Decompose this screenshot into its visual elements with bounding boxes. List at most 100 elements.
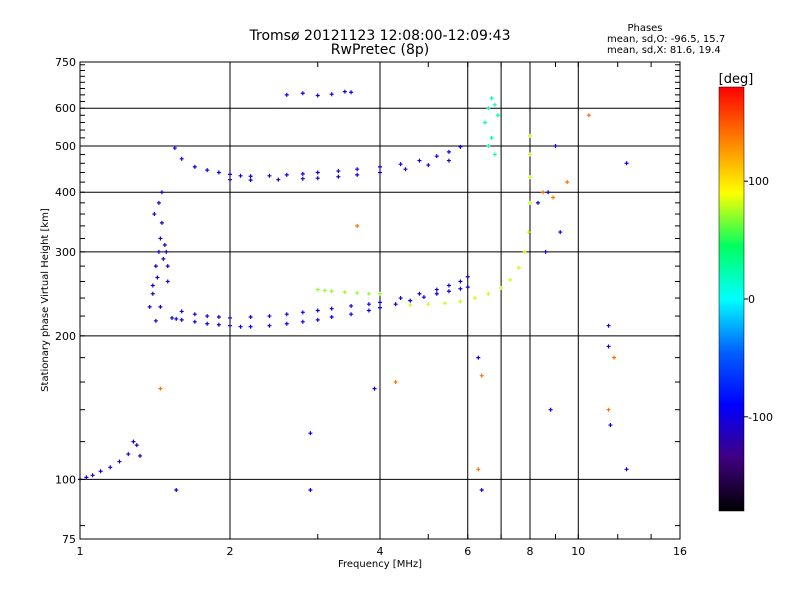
data-point-s4-10 bbox=[161, 256, 166, 261]
data-point-s7-3 bbox=[492, 102, 497, 107]
data-point-s1-9 bbox=[315, 308, 320, 313]
data-point-s7-7 bbox=[492, 152, 497, 157]
data-point-s4-7 bbox=[165, 264, 170, 269]
data-point-s9-14 bbox=[553, 143, 558, 148]
data-point-s8-8 bbox=[134, 443, 139, 448]
data-point-s4-12 bbox=[152, 212, 157, 217]
data-point-s0-20 bbox=[434, 291, 439, 296]
data-point-s4-2 bbox=[153, 264, 158, 269]
data-point-s5-8 bbox=[516, 265, 521, 270]
stats-x-line: mean, sd,X: 81.6, 19.4 bbox=[607, 45, 721, 56]
data-point-s9-19 bbox=[606, 344, 611, 349]
data-point-s0-0 bbox=[170, 315, 175, 320]
y-tick-label-2: 200 bbox=[55, 330, 76, 343]
data-point-s1-13 bbox=[378, 300, 382, 305]
data-point-s8-5 bbox=[117, 459, 122, 464]
data-point-s1-17 bbox=[446, 283, 451, 288]
data-point-s10-6 bbox=[565, 180, 570, 185]
data-point-s0-13 bbox=[329, 315, 334, 320]
data-point-s9-11 bbox=[479, 488, 484, 493]
y-tick-label-5: 500 bbox=[55, 140, 76, 153]
y-tick-label-6: 600 bbox=[55, 102, 76, 115]
data-point-s3-1 bbox=[248, 178, 253, 183]
data-point-s1-8 bbox=[300, 310, 305, 315]
grid-layer bbox=[80, 62, 680, 539]
data-point-s9-2 bbox=[315, 93, 320, 98]
colorbar-tick-label-1: 0 bbox=[748, 293, 755, 306]
data-point-s2-4 bbox=[216, 170, 221, 175]
data-point-s1-12 bbox=[366, 302, 371, 307]
data-point-s5-9 bbox=[522, 249, 527, 254]
data-point-s9-12 bbox=[543, 249, 548, 254]
y-tick-label-3: 300 bbox=[55, 246, 76, 259]
data-point-s1-15 bbox=[417, 291, 422, 296]
data-point-s2-6 bbox=[238, 173, 243, 178]
data-point-s5-5 bbox=[486, 291, 491, 296]
y-tick-label-4: 400 bbox=[55, 186, 76, 199]
x-tick-label-4: 8 bbox=[527, 545, 534, 558]
data-point-s7-4 bbox=[495, 113, 500, 118]
data-point-s4-1 bbox=[150, 283, 155, 288]
data-point-s3-0 bbox=[228, 177, 232, 182]
x-tick-label-3: 6 bbox=[464, 545, 471, 558]
data-point-s0-14 bbox=[349, 312, 354, 317]
data-point-s2-16 bbox=[417, 158, 422, 163]
data-point-s2-13 bbox=[355, 167, 360, 172]
data-point-s3-3 bbox=[300, 176, 305, 181]
data-point-s10-7 bbox=[586, 113, 591, 118]
x-tick-label-1: 2 bbox=[227, 545, 234, 558]
data-point-s2-14 bbox=[378, 164, 382, 169]
data-point-s8-4 bbox=[108, 465, 113, 470]
data-point-s0-12 bbox=[315, 317, 320, 322]
data-point-s8-6 bbox=[126, 452, 131, 457]
data-point-s1-6 bbox=[267, 314, 272, 319]
data-point-s2-7 bbox=[248, 174, 253, 179]
x-tick-label-0: 1 bbox=[77, 545, 84, 558]
data-point-s9-1 bbox=[300, 91, 305, 96]
data-point-s5-2 bbox=[442, 301, 447, 306]
data-point-s10-8 bbox=[606, 407, 611, 412]
data-point-s2-18 bbox=[446, 149, 451, 154]
x-tick-label-2: 4 bbox=[377, 545, 384, 558]
data-point-s0-18 bbox=[408, 298, 413, 303]
data-point-s6-5 bbox=[366, 291, 371, 296]
chart-subtitle: RwPretec (8p) bbox=[331, 42, 429, 58]
data-point-s9-13 bbox=[548, 407, 553, 412]
data-point-s2-1 bbox=[179, 156, 184, 161]
data-point-s5-14 bbox=[528, 133, 532, 138]
data-point-s10-3 bbox=[476, 467, 481, 472]
data-point-s0-15 bbox=[366, 308, 371, 313]
data-point-s0-10 bbox=[284, 321, 289, 326]
data-point-s2-10 bbox=[300, 171, 305, 176]
colorbar-tick-label-2: -100 bbox=[748, 411, 773, 424]
data-point-s3-8 bbox=[403, 167, 408, 172]
data-point-s4-6 bbox=[162, 243, 167, 248]
data-point-s2-19 bbox=[458, 144, 463, 149]
data-point-s1-1 bbox=[192, 312, 197, 317]
data-point-s6-4 bbox=[355, 290, 360, 295]
data-point-s2-12 bbox=[336, 169, 341, 174]
data-point-s9-3 bbox=[329, 92, 334, 97]
data-point-s0-19 bbox=[421, 295, 426, 300]
colorbar: [deg] 100 0 -100 bbox=[719, 72, 773, 512]
data-point-s1-3 bbox=[216, 315, 221, 320]
data-point-s5-0 bbox=[408, 303, 413, 308]
colorbar-tick-label-0: 100 bbox=[748, 175, 769, 188]
data-point-s4-9 bbox=[155, 275, 160, 280]
data-point-s6-0 bbox=[315, 287, 320, 292]
data-point-s8-9 bbox=[138, 453, 143, 458]
data-point-s10-1 bbox=[355, 223, 360, 228]
data-point-s4-15 bbox=[165, 279, 170, 284]
data-point-s9-8 bbox=[174, 488, 179, 493]
data-point-s5-3 bbox=[458, 299, 463, 304]
data-point-s9-5 bbox=[349, 90, 354, 95]
data-point-s5-4 bbox=[472, 296, 477, 301]
data-point-s0-9 bbox=[267, 323, 272, 328]
data-point-s9-0 bbox=[284, 92, 289, 97]
data-point-s1-2 bbox=[205, 314, 210, 319]
data-point-s2-15 bbox=[398, 162, 403, 167]
data-point-s5-7 bbox=[508, 277, 513, 282]
data-point-s9-16 bbox=[624, 161, 629, 166]
data-point-s2-5 bbox=[228, 172, 232, 177]
data-point-s6-1 bbox=[322, 288, 327, 293]
